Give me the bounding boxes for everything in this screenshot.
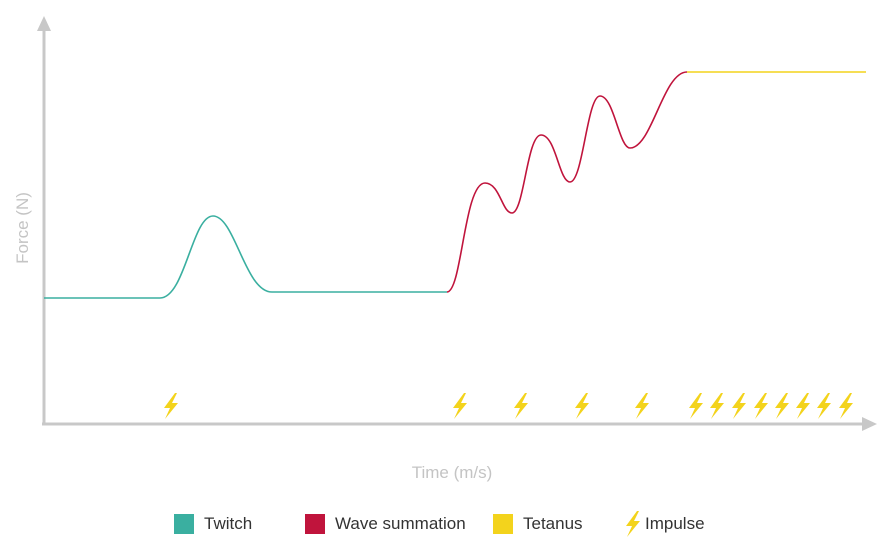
- impulse-bolt-icon: [775, 393, 789, 419]
- x-axis-arrow: [862, 417, 877, 431]
- legend-item-tetanus: Tetanus: [493, 510, 583, 538]
- y-axis-arrow: [37, 16, 51, 31]
- legend-label-wave-summation: Wave summation: [335, 514, 466, 533]
- impulse-bolt-icon: [754, 393, 768, 419]
- impulse-bolt-icon: [796, 393, 810, 419]
- impulse-bolt-icon: [710, 393, 724, 419]
- impulse-bolt-icon: [732, 393, 746, 419]
- impulse-bolt-icon: [575, 393, 589, 419]
- legend-label-tetanus: Tetanus: [523, 514, 583, 533]
- x-axis-label: Time (m/s): [412, 463, 493, 482]
- legend-label-twitch: Twitch: [204, 514, 253, 533]
- legend-label-impulse: Impulse: [645, 514, 705, 533]
- wave-summation-series-line: [446, 71, 688, 293]
- twitch-swatch: [174, 514, 194, 534]
- lightning-bolt-icon: [626, 511, 640, 537]
- impulse-bolt-icon: [817, 393, 831, 419]
- twitch-series-line: [44, 215, 447, 299]
- impulse-bolt-icon: [839, 393, 853, 419]
- axes: [37, 16, 877, 431]
- impulse-bolt-icon: [635, 393, 649, 419]
- impulse-bolt-icon: [164, 393, 178, 419]
- impulse-bolt-icon: [453, 393, 467, 419]
- force-curves: [44, 71, 866, 299]
- legend-item-twitch: Twitch: [174, 510, 252, 538]
- impulse-bolt-icon: [689, 393, 703, 419]
- legend-item-impulse: Impulse: [623, 510, 705, 538]
- legend: Twitch Wave summation Tetanus Impulse: [0, 510, 893, 538]
- impulse-markers: [164, 393, 853, 419]
- y-axis-label: Force (N): [13, 192, 32, 264]
- legend-item-wave-summation: Wave summation: [305, 510, 466, 538]
- tetanus-swatch: [493, 514, 513, 534]
- wave-summation-swatch: [305, 514, 325, 534]
- impulse-bolt-icon: [514, 393, 528, 419]
